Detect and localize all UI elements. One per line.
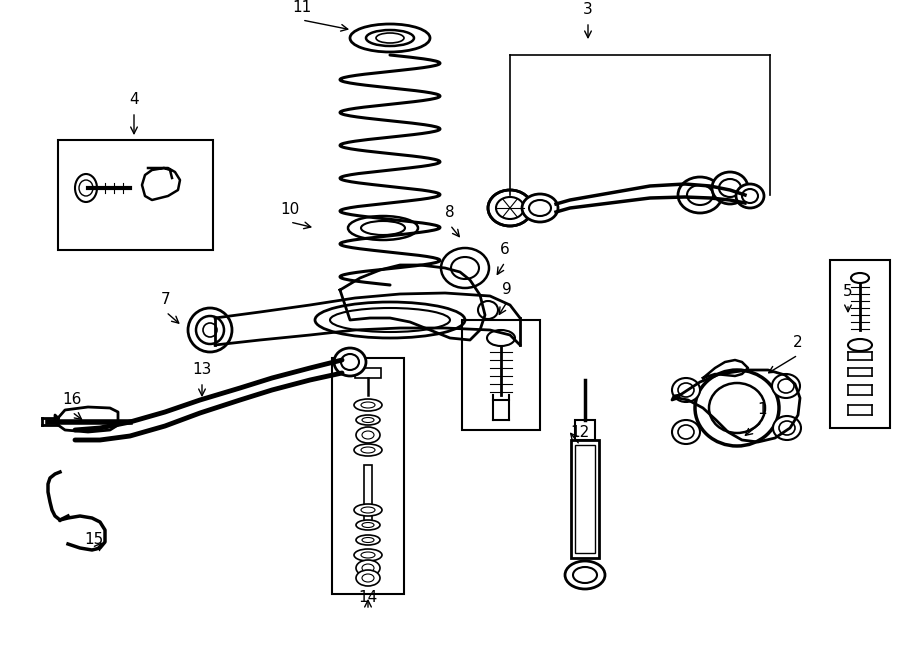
Text: 7: 7 [161, 292, 171, 307]
Ellipse shape [672, 378, 700, 402]
Text: 1: 1 [757, 402, 767, 417]
Text: 3: 3 [583, 2, 593, 17]
Bar [575, 420, 595, 440]
Text: 9: 9 [502, 282, 512, 297]
Ellipse shape [75, 174, 97, 202]
Text: 13: 13 [193, 362, 212, 377]
Ellipse shape [354, 399, 382, 411]
Ellipse shape [356, 415, 380, 425]
Ellipse shape [695, 370, 779, 446]
Text: 6: 6 [500, 242, 510, 257]
Text: 16: 16 [62, 392, 82, 407]
Text: 10: 10 [281, 202, 300, 217]
Ellipse shape [354, 549, 382, 561]
Ellipse shape [772, 374, 800, 398]
Ellipse shape [851, 273, 869, 283]
Ellipse shape [356, 560, 380, 576]
Text: 4: 4 [130, 92, 139, 107]
Bar [571, 440, 599, 558]
Text: 8: 8 [446, 205, 454, 220]
Bar [332, 358, 404, 594]
Ellipse shape [188, 308, 232, 352]
Bar [575, 445, 595, 553]
Bar [355, 368, 381, 378]
Ellipse shape [478, 301, 498, 319]
Ellipse shape [487, 330, 515, 346]
Ellipse shape [522, 194, 558, 222]
Ellipse shape [356, 520, 380, 530]
Ellipse shape [678, 177, 722, 213]
Ellipse shape [356, 570, 380, 586]
Ellipse shape [334, 348, 366, 376]
Text: 2: 2 [793, 335, 803, 350]
Ellipse shape [672, 420, 700, 444]
Bar [830, 260, 890, 428]
Ellipse shape [354, 504, 382, 516]
Text: 12: 12 [571, 425, 590, 440]
Ellipse shape [848, 339, 872, 351]
Ellipse shape [712, 172, 748, 204]
Ellipse shape [565, 561, 605, 589]
Ellipse shape [356, 427, 380, 443]
Bar [364, 465, 372, 525]
Ellipse shape [488, 190, 532, 226]
Ellipse shape [736, 184, 764, 208]
Ellipse shape [354, 444, 382, 456]
Ellipse shape [315, 302, 465, 338]
Text: 11: 11 [292, 0, 311, 15]
Ellipse shape [773, 416, 801, 440]
Ellipse shape [356, 535, 380, 545]
Bar [58, 140, 213, 250]
Bar [462, 320, 540, 430]
Text: 14: 14 [358, 590, 378, 605]
Ellipse shape [441, 248, 489, 288]
Text: 5: 5 [843, 284, 853, 299]
Text: 15: 15 [85, 532, 104, 547]
